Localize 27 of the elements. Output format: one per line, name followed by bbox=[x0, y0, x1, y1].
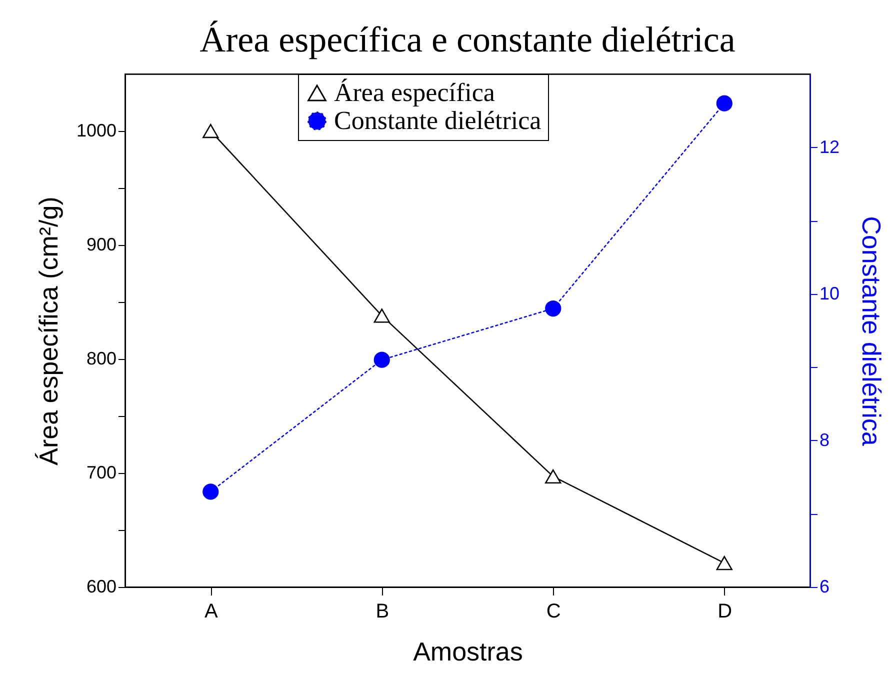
y2-tick-label: 10 bbox=[820, 283, 840, 304]
x-tick-label: B bbox=[376, 600, 390, 622]
point bbox=[374, 352, 390, 368]
point bbox=[716, 556, 732, 570]
y2-axis-title: Constante dielétrica bbox=[856, 216, 887, 446]
y2-tick-label: 8 bbox=[820, 430, 830, 450]
x-tick-label: D bbox=[718, 600, 732, 622]
point bbox=[545, 469, 562, 484]
x-tick-label: C bbox=[546, 600, 561, 622]
y-tick-label: 1000 bbox=[76, 120, 116, 140]
y-axis-title: Área específica (cm²/g) bbox=[33, 196, 64, 466]
y-tick-label: 900 bbox=[86, 234, 116, 254]
y2-tick-label: 6 bbox=[820, 576, 830, 596]
chart-title: Área específica e constante dielétrica bbox=[200, 20, 736, 60]
legend-label: Constante dielétrica bbox=[334, 106, 542, 135]
point bbox=[716, 95, 732, 112]
point bbox=[202, 484, 219, 500]
y-tick-label: 800 bbox=[86, 348, 116, 368]
point bbox=[202, 124, 219, 138]
point bbox=[374, 308, 390, 323]
y-tick-label: 600 bbox=[86, 576, 116, 596]
x-axis-title: Amostras bbox=[413, 636, 523, 666]
legend-label: Área específica bbox=[334, 78, 496, 107]
point bbox=[545, 300, 562, 317]
y2-tick-label: 12 bbox=[820, 136, 840, 157]
x-tick-label: A bbox=[204, 600, 218, 622]
y-tick-label: 700 bbox=[86, 462, 116, 482]
